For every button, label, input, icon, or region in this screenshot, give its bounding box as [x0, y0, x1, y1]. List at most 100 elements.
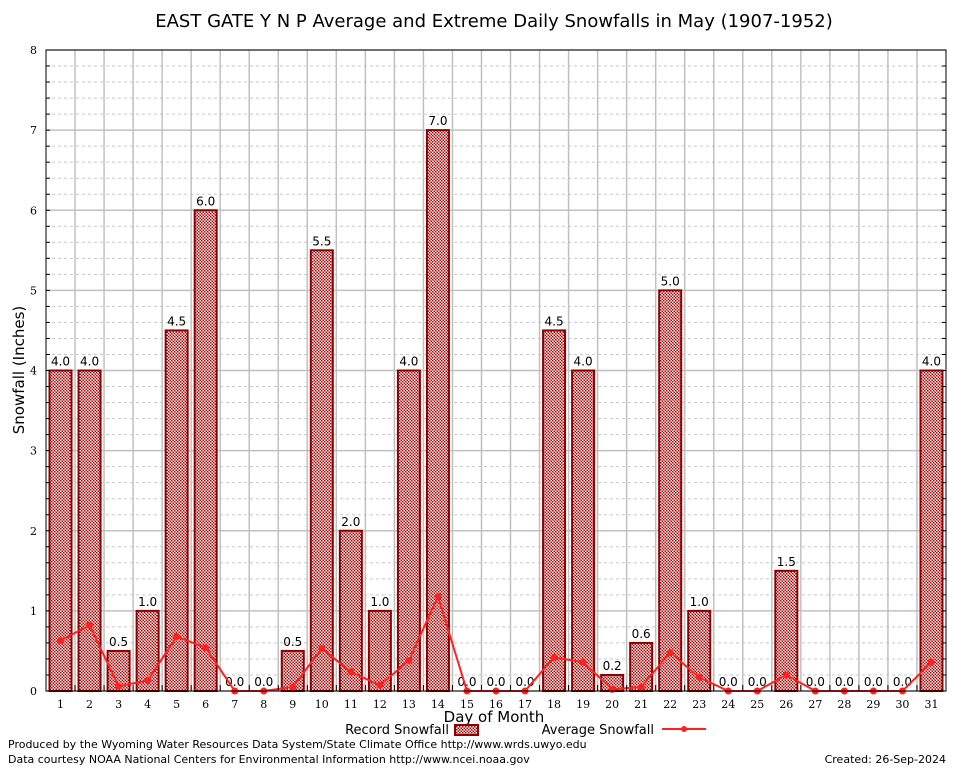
average-point [173, 633, 181, 641]
average-point [86, 621, 94, 629]
average-point [579, 658, 587, 666]
bar-value-label: 0.0 [835, 675, 854, 689]
record-bar [571, 369, 596, 692]
bar-value-label: 0.0 [806, 675, 825, 689]
bar-value-label: 4.0 [51, 355, 70, 369]
legend-record-swatch [454, 724, 479, 736]
y-tick-label: 8 [30, 44, 37, 57]
record-bar [542, 329, 567, 692]
average-point [347, 668, 355, 676]
x-tick-label: 9 [289, 698, 296, 711]
average-point [666, 649, 674, 657]
bar-value-label: 0.0 [748, 675, 767, 689]
bar-value-label: 5.5 [312, 234, 331, 248]
chart-title: EAST GATE Y N P Average and Extreme Dail… [155, 11, 833, 32]
average-point [782, 671, 790, 679]
x-tick-label: 4 [144, 698, 151, 711]
bar-value-label: 0.5 [109, 635, 128, 649]
record-bar [193, 209, 218, 692]
y-tick-label: 1 [30, 605, 37, 618]
bar-value-label: 0.0 [864, 675, 883, 689]
y-tick-label: 3 [30, 445, 37, 458]
x-tick-label: 23 [692, 698, 706, 711]
y-tick-label: 2 [30, 525, 37, 538]
x-tick-label: 31 [924, 698, 938, 711]
x-tick-label: 26 [779, 698, 793, 711]
legend-average-marker [681, 726, 687, 732]
average-point [57, 637, 65, 645]
bar-value-label: 0.6 [632, 627, 651, 641]
data-courtesy-note: Data courtesy NOAA National Centers for … [8, 753, 530, 766]
x-tick-label: 22 [663, 698, 677, 711]
y-axis-label: Snowfall (Inches) [10, 306, 28, 434]
x-tick-label: 14 [431, 698, 445, 711]
bar-value-label: 0.0 [486, 675, 505, 689]
bar-value-label: 0.2 [603, 659, 622, 673]
bar-value-label: 1.0 [690, 595, 709, 609]
record-bar [338, 529, 363, 692]
average-point [434, 592, 442, 600]
x-tick-label: 15 [460, 698, 474, 711]
y-tick-label: 4 [30, 365, 37, 378]
y-tick-label: 5 [30, 284, 37, 297]
bar-value-label: 6.0 [196, 194, 215, 208]
record-bar [309, 249, 334, 692]
bar-value-label: 0.0 [457, 675, 476, 689]
bar-value-label: 4.5 [167, 314, 186, 328]
x-tick-label: 13 [402, 698, 416, 711]
produced-by-note: Produced by the Wyoming Water Resources … [8, 738, 587, 751]
x-tick-label: 12 [373, 698, 387, 711]
x-tick-label: 28 [837, 698, 851, 711]
x-tick-label: 19 [576, 698, 590, 711]
average-point [115, 682, 123, 690]
legend-average-label: Average Snowfall [542, 723, 654, 738]
bar-value-label: 4.0 [922, 355, 941, 369]
bar-value-label: 0.0 [254, 675, 273, 689]
x-tick-label: 25 [750, 698, 764, 711]
bar-value-label: 1.0 [138, 595, 157, 609]
legend: Record Snowfall Average Snowfall [345, 723, 706, 738]
bar-value-label: 4.5 [545, 314, 564, 328]
legend-record-label: Record Snowfall [345, 723, 449, 738]
x-tick-label: 24 [721, 698, 735, 711]
x-tick-label: 16 [489, 698, 503, 711]
x-tick-label: 20 [605, 698, 619, 711]
y-tick-label: 6 [30, 204, 37, 217]
x-tick-label: 3 [115, 698, 122, 711]
x-tick-label: 27 [808, 698, 822, 711]
record-bar [425, 129, 450, 692]
bar-value-label: 1.5 [777, 555, 796, 569]
bar-value-label: 2.0 [341, 515, 360, 529]
x-tick-label: 6 [202, 698, 209, 711]
average-point [695, 673, 703, 681]
average-point [289, 683, 297, 691]
x-tick-label: 18 [547, 698, 561, 711]
average-point [608, 685, 616, 693]
average-point [202, 644, 210, 652]
bar-value-label: 1.0 [370, 595, 389, 609]
x-tick-label: 21 [634, 698, 648, 711]
x-tick-label: 10 [315, 698, 329, 711]
average-point [376, 681, 384, 689]
y-tick-label: 7 [30, 124, 37, 137]
average-point [550, 653, 558, 661]
record-bar [919, 369, 944, 692]
x-tick-label: 8 [260, 698, 267, 711]
x-tick-label: 29 [866, 698, 880, 711]
bar-value-label: 0.0 [719, 675, 738, 689]
x-tick-label: 1 [57, 698, 64, 711]
average-point [637, 683, 645, 691]
bar-value-label: 0.0 [893, 675, 912, 689]
y-tick-label: 0 [30, 685, 37, 698]
bar-value-label: 4.0 [80, 355, 99, 369]
bar-value-label: 7.0 [428, 114, 447, 128]
x-axis-label: Day of Month [444, 708, 545, 726]
bar-value-label: 4.0 [399, 355, 418, 369]
x-tick-label: 7 [231, 698, 238, 711]
x-tick-label: 30 [895, 698, 909, 711]
bar-value-label: 0.5 [283, 635, 302, 649]
average-point [318, 645, 326, 653]
bar-value-label: 5.0 [661, 274, 680, 288]
bar-value-label: 4.0 [574, 355, 593, 369]
